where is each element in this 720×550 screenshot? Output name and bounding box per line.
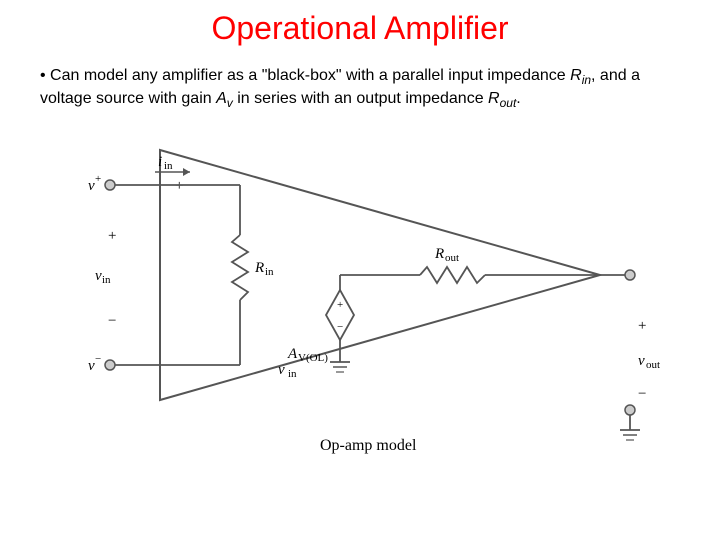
svg-text:R: R [254, 260, 264, 276]
bullet-text: • Can model any amplifier as a "black-bo… [40, 65, 680, 112]
svg-text:in: in [102, 274, 111, 286]
svg-text:v: v [278, 362, 285, 378]
svg-text:V(OL): V(OL) [298, 352, 328, 364]
svg-text:+: + [337, 299, 343, 311]
svg-text:+: + [95, 173, 101, 185]
svg-text:i: i [158, 154, 162, 170]
page-title: Operational Amplifier [0, 10, 720, 47]
vout-terminal: + v out − [600, 270, 660, 440]
svg-text:−: − [175, 358, 183, 374]
svg-text:A: A [287, 346, 298, 362]
vplus-terminal: + v + [88, 173, 183, 194]
svg-text:in: in [288, 368, 297, 380]
svg-text:−: − [337, 321, 343, 333]
rin-branch: R in [160, 185, 274, 365]
svg-text:in: in [164, 160, 173, 172]
svg-text:v: v [638, 353, 645, 369]
svg-text:out: out [646, 359, 660, 371]
svg-text:+: + [175, 178, 183, 194]
svg-text:out: out [445, 252, 459, 264]
svg-text:v: v [88, 178, 95, 194]
svg-text:R: R [434, 246, 444, 262]
svg-text:−: − [108, 313, 116, 329]
svg-text:in: in [265, 266, 274, 278]
svg-text:−: − [95, 353, 101, 365]
svg-text:−: − [638, 386, 646, 402]
op-amp-diagram: + v + − v − + v in − i in R in + [40, 130, 680, 470]
vin-label: + v in − [95, 228, 116, 329]
svg-text:+: + [638, 318, 646, 334]
svg-text:v: v [95, 268, 102, 284]
diagram-caption: Op-amp model [320, 437, 417, 454]
svg-text:+: + [108, 228, 116, 244]
vminus-terminal: − v − [88, 353, 183, 374]
svg-text:v: v [88, 358, 95, 374]
